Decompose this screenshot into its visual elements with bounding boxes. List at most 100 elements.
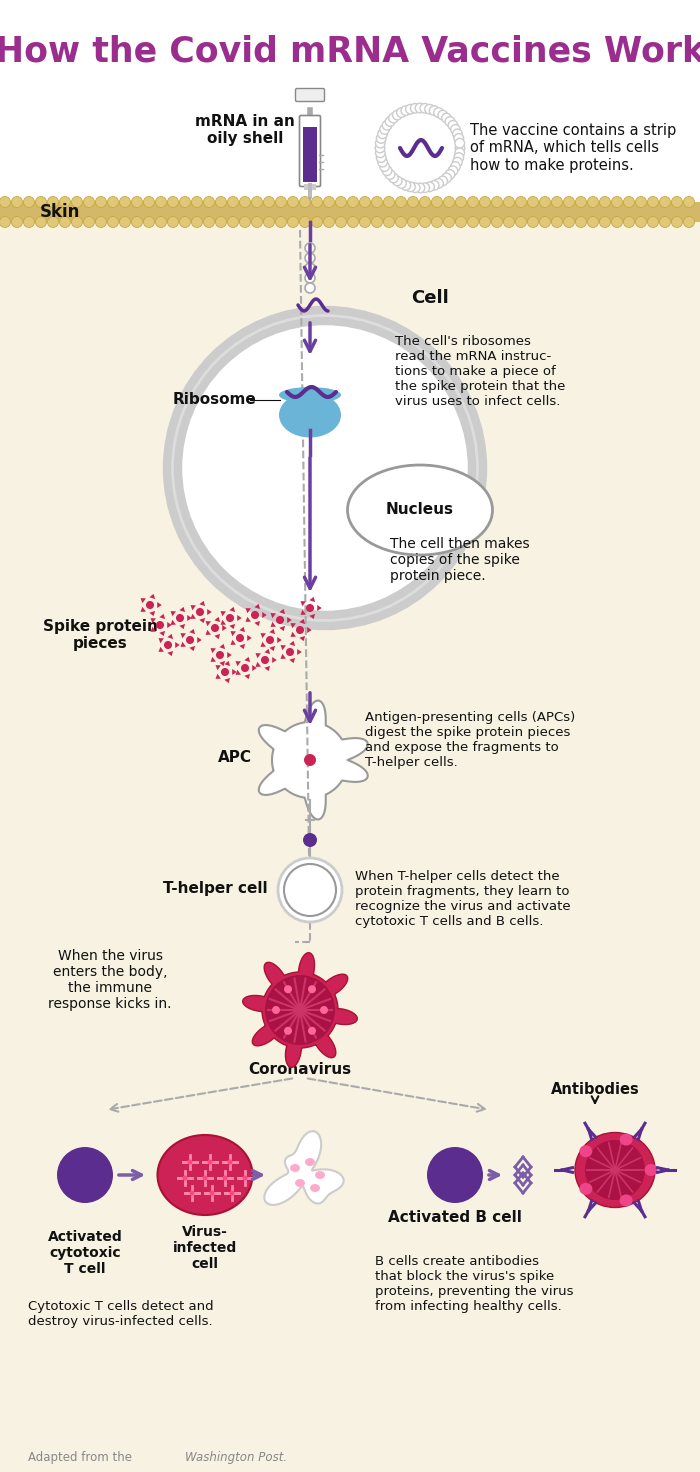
Text: Coronavirus: Coronavirus <box>248 1063 351 1078</box>
Circle shape <box>132 196 143 208</box>
Circle shape <box>624 216 634 228</box>
Polygon shape <box>220 620 226 626</box>
Polygon shape <box>150 627 156 631</box>
Ellipse shape <box>279 387 341 403</box>
Polygon shape <box>235 661 241 667</box>
Circle shape <box>360 216 370 228</box>
Circle shape <box>230 1191 235 1195</box>
Polygon shape <box>222 626 227 631</box>
Circle shape <box>144 196 155 208</box>
Circle shape <box>648 196 659 208</box>
Polygon shape <box>199 601 205 606</box>
Text: Antigen-presenting cells (APCs)
digest the spike protein pieces
and expose the f: Antigen-presenting cells (APCs) digest t… <box>365 711 575 768</box>
Circle shape <box>434 107 443 118</box>
Circle shape <box>320 1005 328 1014</box>
Polygon shape <box>190 614 196 618</box>
Ellipse shape <box>296 626 304 634</box>
Circle shape <box>455 143 465 153</box>
Polygon shape <box>265 665 270 671</box>
Circle shape <box>305 272 315 283</box>
Circle shape <box>188 1160 193 1164</box>
Polygon shape <box>149 611 155 617</box>
Bar <box>303 127 317 183</box>
Circle shape <box>671 216 682 228</box>
Polygon shape <box>239 643 245 649</box>
Ellipse shape <box>620 1194 633 1207</box>
Text: The cell's ribosomes
read the mRNA instruc-
tions to make a piece of
the spike p: The cell's ribosomes read the mRNA instr… <box>395 336 566 408</box>
Circle shape <box>448 166 458 175</box>
Circle shape <box>372 216 382 228</box>
Circle shape <box>380 125 389 134</box>
Text: Skin: Skin <box>40 203 80 221</box>
Ellipse shape <box>306 604 314 612</box>
Circle shape <box>239 216 251 228</box>
Circle shape <box>335 216 346 228</box>
Circle shape <box>24 216 34 228</box>
Polygon shape <box>158 602 162 608</box>
Circle shape <box>375 149 385 158</box>
Circle shape <box>491 216 503 228</box>
Ellipse shape <box>172 315 477 621</box>
FancyBboxPatch shape <box>295 88 325 102</box>
Circle shape <box>288 216 298 228</box>
Circle shape <box>636 216 647 228</box>
Circle shape <box>491 196 503 208</box>
Circle shape <box>442 113 452 122</box>
Polygon shape <box>171 620 176 626</box>
Ellipse shape <box>315 1172 325 1179</box>
Circle shape <box>36 216 46 228</box>
Ellipse shape <box>241 664 249 673</box>
Circle shape <box>305 243 315 253</box>
Circle shape <box>431 216 442 228</box>
Ellipse shape <box>221 668 229 676</box>
Polygon shape <box>265 649 270 654</box>
Ellipse shape <box>347 465 493 555</box>
Circle shape <box>405 105 415 113</box>
Circle shape <box>83 216 94 228</box>
Polygon shape <box>216 665 221 670</box>
Circle shape <box>503 216 514 228</box>
Circle shape <box>540 216 550 228</box>
Circle shape <box>612 216 622 228</box>
Circle shape <box>192 216 202 228</box>
Circle shape <box>251 196 262 208</box>
Circle shape <box>385 116 395 127</box>
Polygon shape <box>262 612 267 618</box>
Polygon shape <box>225 661 230 665</box>
Circle shape <box>48 196 59 208</box>
Polygon shape <box>246 608 251 614</box>
Polygon shape <box>300 618 305 624</box>
Circle shape <box>410 103 420 113</box>
Polygon shape <box>289 640 295 646</box>
Circle shape <box>468 196 479 208</box>
Circle shape <box>407 196 419 208</box>
Circle shape <box>575 196 587 208</box>
Circle shape <box>360 196 370 208</box>
Text: T-helper cell: T-helper cell <box>162 880 267 895</box>
Text: mRNA in an
oily shell: mRNA in an oily shell <box>195 113 295 146</box>
Polygon shape <box>256 654 261 658</box>
Polygon shape <box>265 1130 344 1206</box>
Polygon shape <box>298 649 302 655</box>
Polygon shape <box>181 633 186 639</box>
Circle shape <box>308 1027 316 1035</box>
Polygon shape <box>190 646 195 651</box>
Circle shape <box>395 216 407 228</box>
Circle shape <box>454 134 463 143</box>
Circle shape <box>335 196 346 208</box>
Circle shape <box>454 153 463 162</box>
Circle shape <box>587 196 598 208</box>
Circle shape <box>278 858 342 921</box>
Polygon shape <box>254 604 260 609</box>
Circle shape <box>528 216 538 228</box>
Circle shape <box>167 216 178 228</box>
Circle shape <box>183 1176 188 1181</box>
Circle shape <box>415 103 425 113</box>
Polygon shape <box>300 636 305 642</box>
Circle shape <box>251 216 262 228</box>
Text: When the virus
enters the body,
the immune
response kicks in.: When the virus enters the body, the immu… <box>48 948 172 1011</box>
Circle shape <box>420 103 430 113</box>
Circle shape <box>375 143 385 153</box>
Ellipse shape <box>211 624 219 631</box>
Polygon shape <box>277 637 281 643</box>
